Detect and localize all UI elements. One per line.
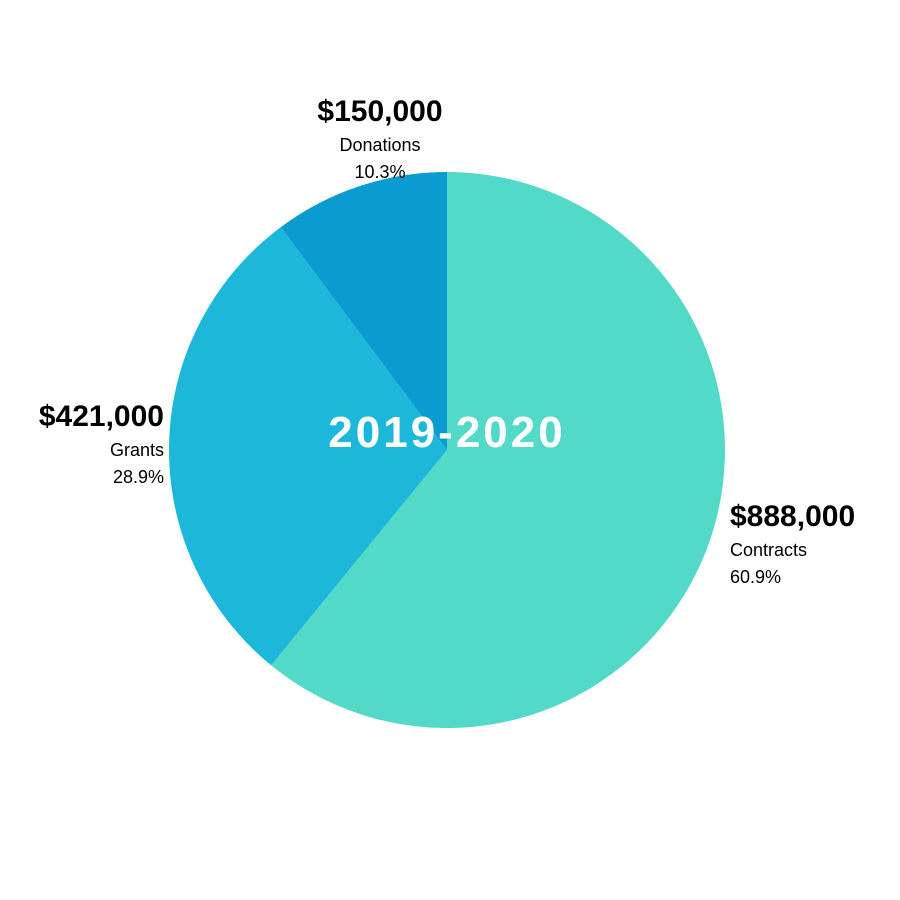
callout-grants-amount: $421,000	[0, 400, 164, 434]
callout-contracts: $888,000 Contracts 60.9%	[730, 500, 855, 588]
chart-center-label: 2019-2020	[297, 408, 597, 458]
callout-grants: $421,000 Grants 28.9%	[0, 400, 164, 488]
callout-donations-label: Donations	[250, 135, 510, 156]
chart-stage: 2019-2020 $150,000 Donations 10.3% $421,…	[0, 0, 900, 900]
callout-grants-label: Grants	[0, 440, 164, 461]
callout-contracts-label: Contracts	[730, 540, 855, 561]
callout-donations-pct: 10.3%	[250, 162, 510, 183]
callout-donations: $150,000 Donations 10.3%	[250, 95, 510, 183]
callout-contracts-amount: $888,000	[730, 500, 855, 534]
callout-donations-amount: $150,000	[250, 95, 510, 129]
callout-grants-pct: 28.9%	[0, 467, 164, 488]
callout-contracts-pct: 60.9%	[730, 567, 855, 588]
